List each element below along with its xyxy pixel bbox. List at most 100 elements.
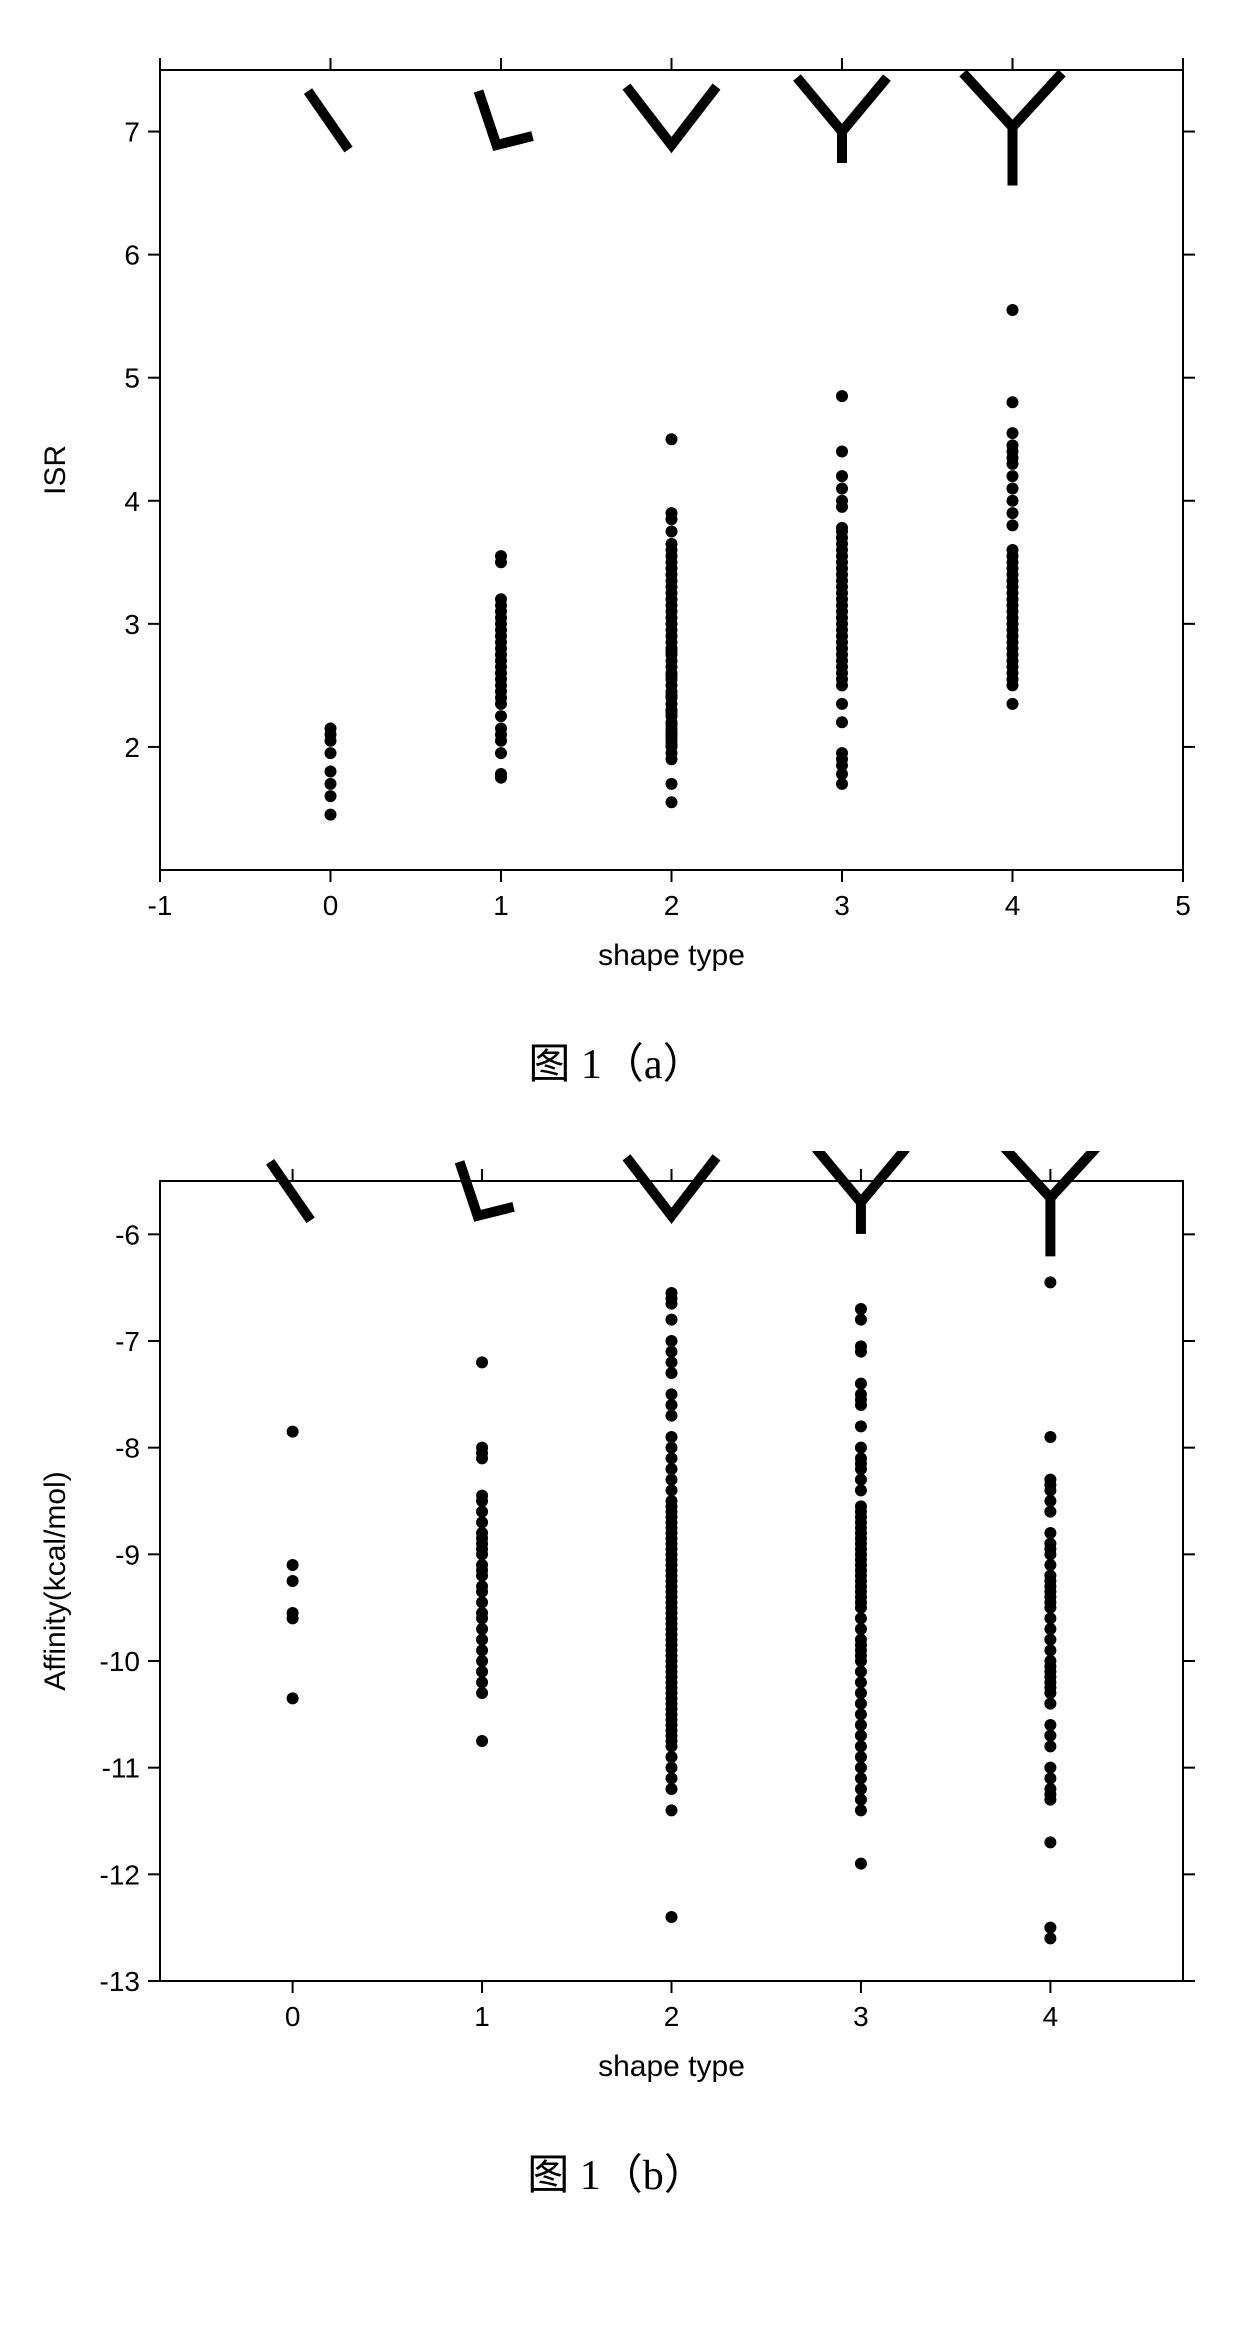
- data-point: [666, 1740, 678, 1752]
- data-point: [1007, 304, 1019, 316]
- x-axis-label: shape type: [598, 939, 745, 972]
- data-point: [855, 1474, 867, 1486]
- data-point: [287, 1426, 299, 1438]
- data-point: [476, 1596, 488, 1608]
- x-tick-label: 1: [474, 2001, 490, 2032]
- data-point: [476, 1687, 488, 1699]
- data-point: [855, 1730, 867, 1742]
- data-point: [836, 698, 848, 710]
- data-point: [1044, 1719, 1056, 1731]
- y-tick-label: 4: [124, 486, 140, 517]
- shape-glyph-line-icon: [308, 91, 349, 149]
- y-axis-label: ISR: [39, 445, 72, 495]
- data-point: [855, 1676, 867, 1688]
- data-point: [476, 1634, 488, 1646]
- data-point: [495, 722, 507, 734]
- figure-a: -1012345234567shape typeISR 图 1（a）: [20, 40, 1213, 1091]
- caption-a: 图 1（a）: [20, 1030, 1213, 1091]
- data-point: [1044, 1506, 1056, 1518]
- data-point: [1007, 519, 1019, 531]
- data-point: [855, 1484, 867, 1496]
- data-point: [325, 809, 337, 821]
- data-point: [666, 1474, 678, 1486]
- data-point: [1044, 1932, 1056, 1944]
- data-point: [666, 1356, 678, 1368]
- data-point: [1044, 1836, 1056, 1848]
- data-point: [666, 1484, 678, 1496]
- data-point: [476, 1735, 488, 1747]
- data-point: [1044, 1495, 1056, 1507]
- caption-b: 图 1（b）: [20, 2141, 1213, 2202]
- data-point: [666, 1367, 678, 1379]
- data-point: [325, 766, 337, 778]
- shape-glyph-line-icon: [270, 1162, 311, 1221]
- data-point: [495, 710, 507, 722]
- data-point: [1044, 1612, 1056, 1624]
- data-point: [476, 1506, 488, 1518]
- data-point: [666, 1442, 678, 1454]
- data-point: [855, 1420, 867, 1432]
- plot-b-wrap: 01234-13-12-11-10-9-8-7-6shape typeAffin…: [20, 1151, 1213, 2111]
- data-point: [855, 1698, 867, 1710]
- data-point: [476, 1495, 488, 1507]
- data-point: [1007, 495, 1019, 507]
- data-point: [1044, 1740, 1056, 1752]
- data-point: [1007, 427, 1019, 439]
- data-point: [1007, 470, 1019, 482]
- data-point: [855, 1378, 867, 1390]
- data-point: [495, 747, 507, 759]
- data-point: [1044, 1794, 1056, 1806]
- data-point: [836, 482, 848, 494]
- y-tick-label: 3: [124, 609, 140, 640]
- data-point: [666, 433, 678, 445]
- data-point: [325, 778, 337, 790]
- data-point: [1044, 1762, 1056, 1774]
- shape-glyph-V-icon: [627, 87, 717, 145]
- data-point: [1044, 1548, 1056, 1560]
- shape-glyph-Y_tall-icon: [963, 73, 1062, 186]
- data-point: [1044, 1687, 1056, 1699]
- data-point: [855, 1655, 867, 1667]
- data-point: [855, 1346, 867, 1358]
- data-point: [666, 1431, 678, 1443]
- data-point: [1044, 1527, 1056, 1539]
- data-point: [666, 507, 678, 519]
- data-point: [1044, 1484, 1056, 1496]
- data-point: [1007, 482, 1019, 494]
- x-tick-label: 1: [493, 890, 509, 921]
- data-point: [666, 1772, 678, 1784]
- x-tick-label: 2: [664, 890, 680, 921]
- data-point: [666, 1751, 678, 1763]
- x-tick-label: 3: [853, 2001, 869, 2032]
- data-point: [476, 1644, 488, 1656]
- figure-b: 01234-13-12-11-10-9-8-7-6shape typeAffin…: [20, 1151, 1213, 2202]
- data-point: [666, 1399, 678, 1411]
- data-point: [1007, 544, 1019, 556]
- data-point: [495, 593, 507, 605]
- y-tick-label: -9: [115, 1539, 140, 1570]
- x-tick-label: 0: [323, 890, 339, 921]
- scatter-plot-a: -1012345234567shape typeISR: [20, 40, 1213, 1000]
- data-point: [666, 538, 678, 550]
- data-point: [836, 446, 848, 458]
- data-point: [287, 1692, 299, 1704]
- data-point: [855, 1762, 867, 1774]
- data-point: [855, 1783, 867, 1795]
- data-point: [325, 722, 337, 734]
- data-point: [666, 1346, 678, 1358]
- x-tick-label: -1: [148, 890, 173, 921]
- y-tick-label: 2: [124, 732, 140, 763]
- y-tick-label: -11: [102, 1753, 140, 1784]
- data-point: [476, 1516, 488, 1528]
- data-point: [476, 1356, 488, 1368]
- data-point: [836, 390, 848, 402]
- data-point: [1044, 1634, 1056, 1646]
- data-point: [1044, 1276, 1056, 1288]
- data-point: [666, 1911, 678, 1923]
- data-point: [476, 1612, 488, 1624]
- x-axis-label: shape type: [598, 2050, 745, 2083]
- shape-glyph-L-icon: [479, 91, 533, 145]
- data-point: [476, 1548, 488, 1560]
- data-point: [666, 1410, 678, 1422]
- data-point: [1044, 1602, 1056, 1614]
